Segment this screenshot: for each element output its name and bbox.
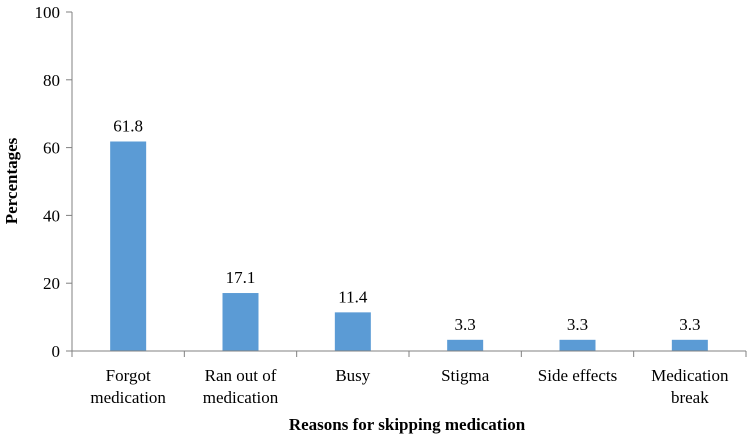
x-axis: Forgot medication Ran out of medication Busy… — [71, 350, 747, 407]
bar — [334, 312, 371, 351]
category-label: break — [671, 388, 709, 407]
data-label: 3.3 — [567, 315, 588, 334]
category-label: medication — [90, 388, 166, 407]
bar — [222, 293, 259, 351]
data-label: 11.4 — [338, 287, 368, 306]
bar — [671, 339, 708, 351]
y-axis: 0 20 40 60 80 100 — [35, 3, 73, 361]
category-label: Forgot — [106, 366, 151, 385]
y-tick-label: 80 — [43, 71, 60, 90]
data-label: 3.3 — [679, 315, 700, 334]
bar — [110, 141, 147, 351]
y-tick-label: 20 — [43, 274, 60, 293]
data-label: 61.8 — [113, 116, 143, 135]
category-label: Stigma — [441, 366, 490, 385]
data-label: 3.3 — [455, 315, 476, 334]
bar — [447, 339, 484, 351]
category-label: medication — [203, 388, 279, 407]
y-tick-label: 60 — [43, 139, 60, 158]
bar — [559, 339, 596, 351]
category-label: Medication — [651, 366, 729, 385]
y-tick-label: 100 — [35, 3, 61, 22]
y-tick-label: 40 — [43, 206, 60, 225]
data-label: 17.1 — [226, 268, 256, 287]
category-label: Side effects — [538, 366, 617, 385]
y-axis-title: Percentages — [2, 137, 21, 224]
category-label: Busy — [335, 366, 370, 385]
y-tick-label: 0 — [52, 342, 61, 361]
data-labels-group: 61.8 17.1 11.4 3.3 3.3 3.3 — [113, 116, 700, 333]
x-axis-title: Reasons for skipping medication — [289, 415, 526, 434]
bars-group — [110, 141, 708, 351]
category-label: Ran out of — [205, 366, 277, 385]
